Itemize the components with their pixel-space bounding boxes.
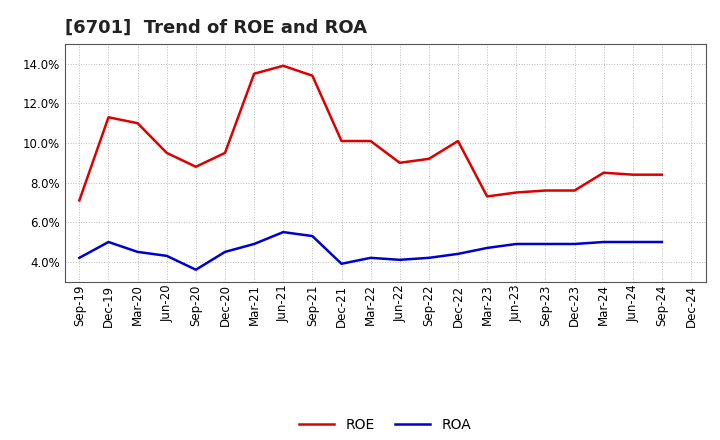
ROA: [657, 239, 666, 245]
ROE: [395, 160, 404, 165]
ROA: [220, 249, 229, 254]
Legend: ROE, ROA: ROE, ROA: [294, 412, 477, 437]
ROE: [75, 198, 84, 203]
Line: ROE: ROE: [79, 66, 662, 201]
ROA: [366, 255, 375, 260]
ROE: [570, 188, 579, 193]
ROA: [279, 230, 287, 235]
ROA: [395, 257, 404, 262]
ROA: [599, 239, 608, 245]
ROA: [104, 239, 113, 245]
ROA: [512, 241, 521, 246]
ROE: [163, 150, 171, 156]
ROE: [337, 138, 346, 143]
Line: ROA: ROA: [79, 232, 662, 270]
ROE: [629, 172, 637, 177]
ROA: [308, 233, 317, 238]
ROE: [279, 63, 287, 68]
ROA: [483, 246, 492, 251]
ROA: [192, 267, 200, 272]
ROE: [541, 188, 550, 193]
ROA: [133, 249, 142, 254]
ROE: [133, 121, 142, 126]
ROA: [629, 239, 637, 245]
ROE: [104, 114, 113, 120]
ROA: [163, 253, 171, 258]
ROE: [250, 71, 258, 76]
ROE: [366, 138, 375, 143]
ROE: [599, 170, 608, 175]
ROA: [337, 261, 346, 266]
ROE: [483, 194, 492, 199]
ROA: [454, 251, 462, 257]
ROE: [657, 172, 666, 177]
ROE: [308, 73, 317, 78]
ROE: [425, 156, 433, 161]
ROE: [192, 164, 200, 169]
ROE: [512, 190, 521, 195]
ROE: [220, 150, 229, 156]
ROE: [454, 138, 462, 143]
ROA: [541, 241, 550, 246]
ROA: [75, 255, 84, 260]
Text: [6701]  Trend of ROE and ROA: [6701] Trend of ROE and ROA: [65, 19, 366, 37]
ROA: [250, 241, 258, 246]
ROA: [425, 255, 433, 260]
ROA: [570, 241, 579, 246]
